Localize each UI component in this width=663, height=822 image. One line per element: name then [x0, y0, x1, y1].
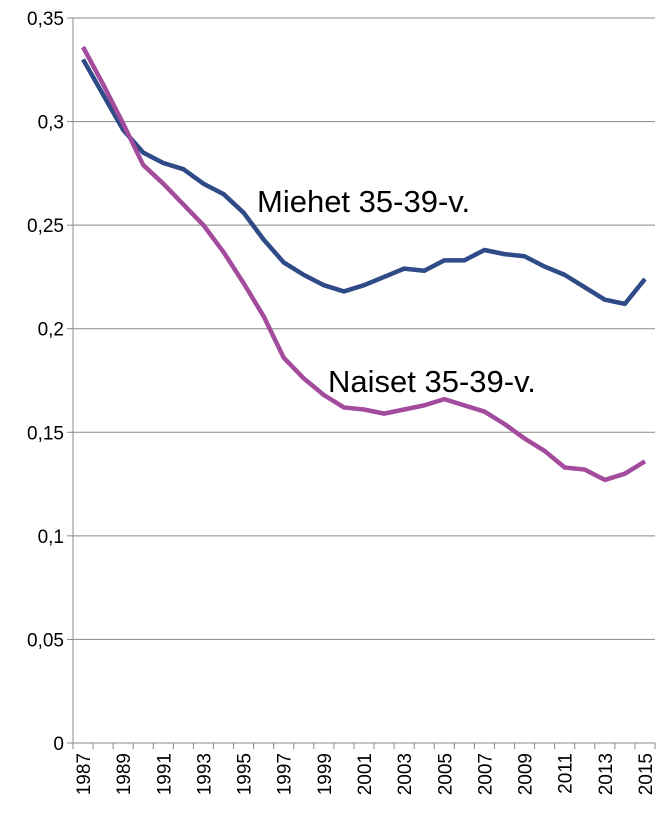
x-tick-label: 2011 [556, 753, 577, 794]
x-tick-label: 2009 [516, 753, 537, 795]
y-tick-label: 0,1 [38, 527, 64, 548]
x-tick-label: 1991 [154, 753, 175, 795]
x-tick-label: 2013 [596, 753, 617, 795]
x-tick-label: 1995 [235, 753, 256, 795]
x-tick-label: 2007 [475, 753, 496, 795]
series-line [83, 59, 645, 303]
y-tick-label: 0,3 [38, 113, 64, 134]
series-annotation: Miehet 35-39-v. [257, 184, 470, 219]
x-tick-label: 1993 [194, 753, 215, 795]
y-tick-label: 0 [53, 734, 64, 755]
page: {"chart_data": {"type": "line", "categor… [0, 0, 663, 822]
y-tick-label: 0,2 [38, 320, 64, 341]
series-annotation: Naiset 35-39-v. [328, 364, 536, 399]
x-tick-label: 1987 [74, 753, 95, 795]
y-tick-label: 0,35 [27, 9, 64, 30]
y-tick-label: 0,25 [27, 216, 64, 237]
x-tick-label: 2003 [395, 753, 416, 795]
x-tick-label: 2001 [355, 753, 376, 795]
chart: Miehet 35-39-v. Naiset 35-39-v. 0 0,05 0,1… [0, 0, 663, 822]
y-tick-label: 0,05 [27, 630, 64, 651]
x-tick-label: 2005 [435, 753, 456, 795]
series-line [83, 47, 645, 480]
x-tick-label: 2015 [636, 753, 657, 795]
y-tick-label: 0,15 [27, 423, 64, 444]
x-tick-label: 1997 [275, 753, 296, 795]
x-tick-label: 1989 [114, 753, 135, 795]
x-tick-label: 1999 [315, 753, 336, 795]
